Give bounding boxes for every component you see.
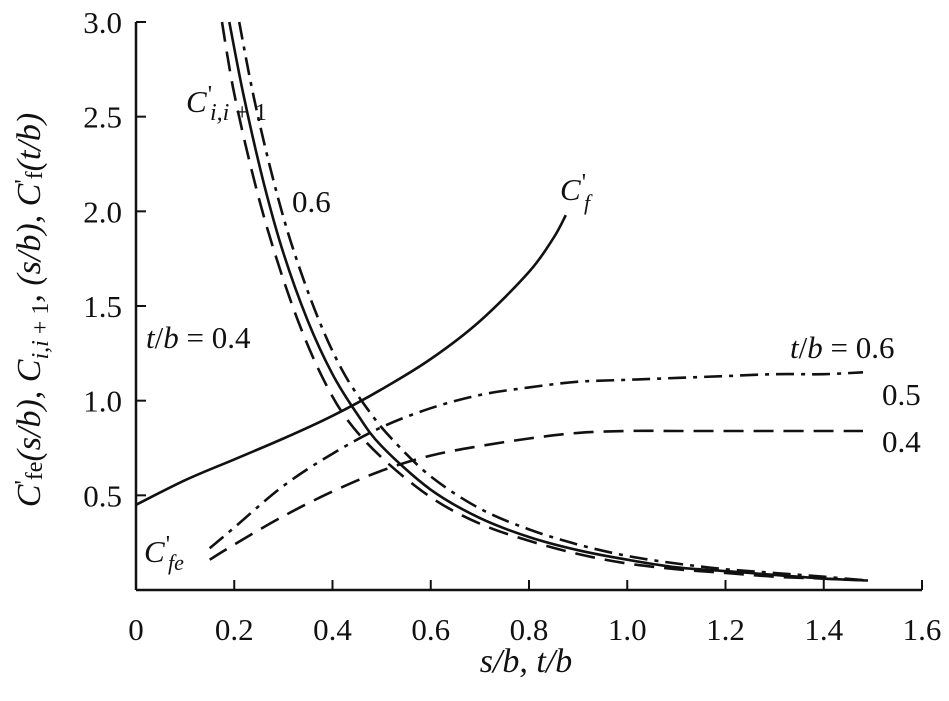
annotation-cfe: C' fe [144, 532, 184, 575]
annotation-0.6-left: 0.6 [292, 184, 331, 219]
axes [134, 21, 923, 592]
svg-text:s/b, t/b: s/b, t/b [480, 643, 573, 680]
x-tick-label: 0.2 [215, 612, 254, 647]
x-tick-label: 0 [128, 612, 144, 647]
y-tick-label: 0.5 [83, 478, 122, 513]
y-tick-label: 1.0 [83, 384, 122, 419]
annotation-cii1: C' i,i + 1 [186, 82, 267, 126]
series-layer [135, 21, 869, 582]
x-tick-label: 0.8 [510, 612, 549, 647]
tick-labels: 0 0.2 0.4 0.6 0.8 1.0 1.2 1.4 1.6 0.5 1.0 1.5 2.0 2.5… [83, 5, 941, 647]
x-tick-label: 1.2 [706, 612, 745, 647]
y-tick-label: 1.5 [83, 289, 122, 324]
svg-text:C'fe(s/b), Ci,i + 1, (s/b), C': C'fe(s/b), Ci,i + 1, (s/b), C'f(t/b) [11, 113, 54, 507]
svg-text:C'i,i + 1: C' i,i + 1 [186, 82, 267, 126]
series-line-Cfe-0.4-dashed [209, 429, 863, 561]
annotation-0.4-right: 0.4 [882, 424, 921, 459]
svg-text:t/b = 0.4: t/b = 0.4 [146, 320, 251, 355]
annotation-0.5-right: 0.5 [882, 377, 921, 412]
x-tick-label: 1.6 [903, 612, 942, 647]
y-tick-label: 2.5 [83, 100, 122, 135]
x-axis-title: s/b, t/b [480, 643, 573, 680]
y-tick-label: 2.0 [83, 194, 122, 229]
svg-text:C'f: C' f [560, 170, 593, 215]
annotation-tb-0.6: t/b = 0.6 [790, 330, 894, 365]
x-tick-label: 0.6 [411, 612, 450, 647]
x-tick-label: 1.0 [608, 612, 647, 647]
x-tick-label: 0.4 [313, 612, 352, 647]
y-axis-title: C'fe(s/b), Ci,i + 1, (s/b), C'f(t/b) [11, 113, 54, 507]
annotation-tb-0.4: t/b = 0.4 [146, 320, 251, 355]
series-line-Cii1-0.5-solid [228, 21, 869, 582]
svg-text:t/b = 0.6: t/b = 0.6 [790, 330, 894, 365]
svg-text:C'fe: C' fe [144, 532, 184, 575]
series-line-Cfe-0.6-dashdot [208, 371, 864, 550]
y-tick-label: 3.0 [83, 5, 122, 40]
series-line-Cii1-0.6-dashdot [237, 21, 869, 582]
series-line-Cf-Cf-solid [135, 214, 567, 506]
annotation-cf: C' f [560, 170, 593, 215]
series-line-Cii1-0.4-dashed [220, 21, 869, 582]
x-tick-label: 1.4 [804, 612, 843, 647]
